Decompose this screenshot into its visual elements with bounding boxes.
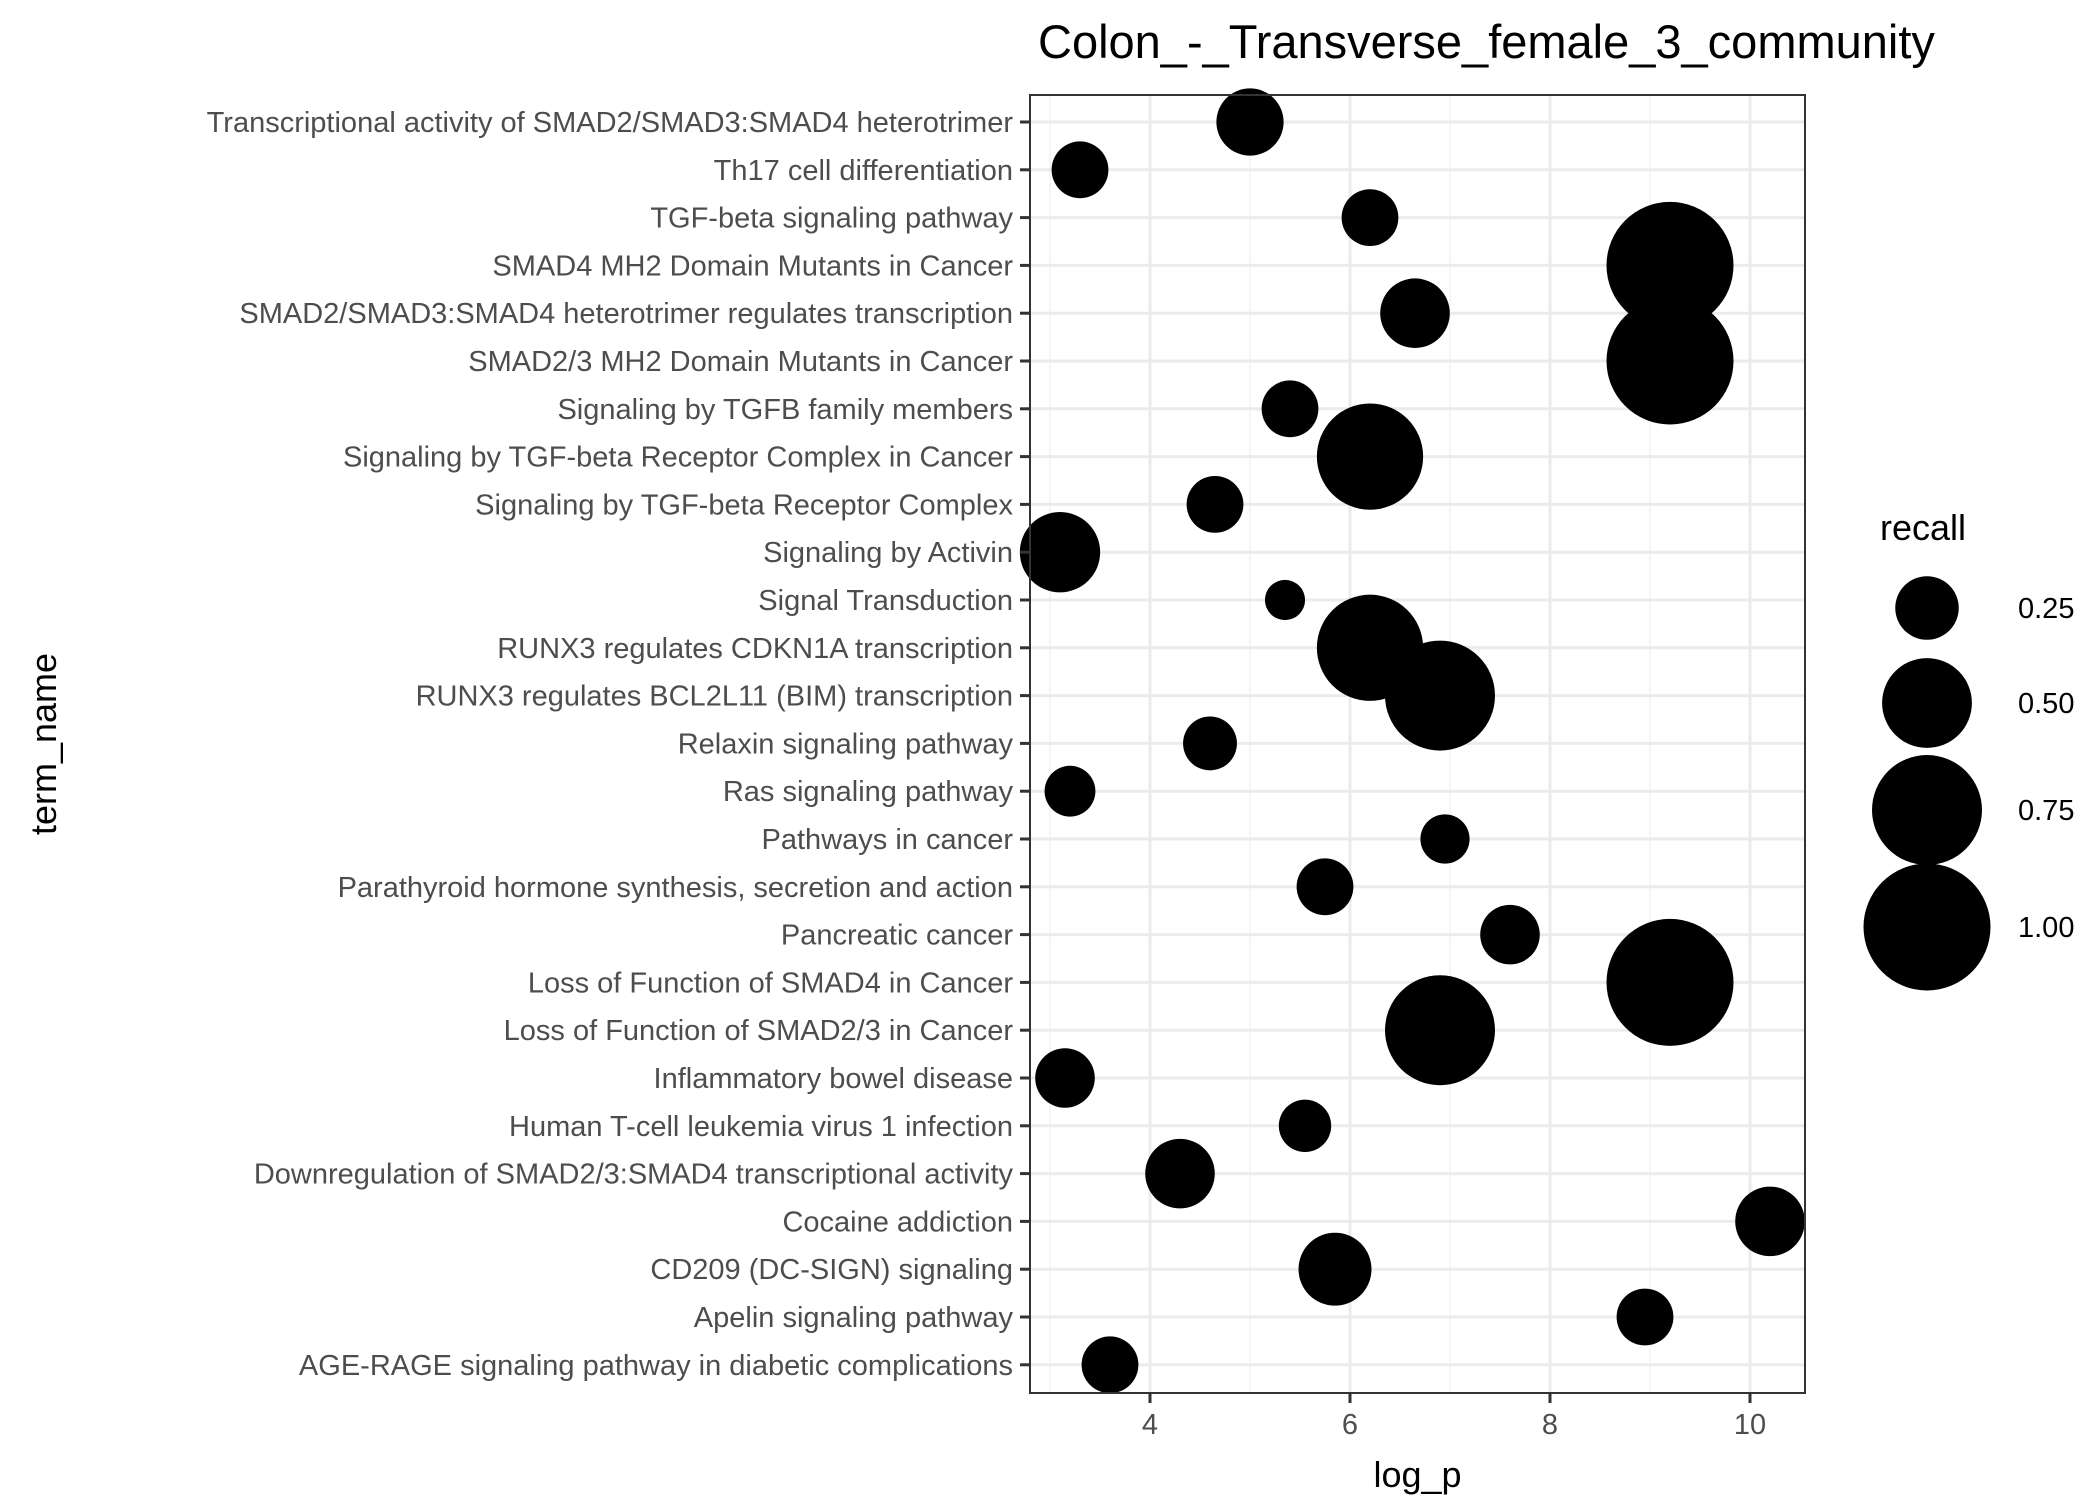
y-tick-label: Transcriptional activity of SMAD2/SMAD3:… bbox=[207, 107, 1014, 139]
data-point bbox=[1316, 403, 1424, 510]
axis-layer: Transcriptional activity of SMAD2/SMAD3:… bbox=[207, 107, 1766, 1441]
data-point bbox=[1385, 975, 1495, 1086]
y-tick-label: Signaling by TGF-beta Receptor Complex i… bbox=[343, 442, 1013, 474]
data-point bbox=[1216, 88, 1284, 156]
data-point bbox=[1145, 1138, 1215, 1209]
data-point bbox=[1051, 141, 1109, 199]
data-point bbox=[1278, 1099, 1332, 1152]
data-point bbox=[1035, 1048, 1095, 1108]
legend-key-circle bbox=[1863, 863, 1991, 991]
legend-key-label: 0.75 bbox=[2018, 795, 2074, 827]
y-tick-label: Inflammatory bowel disease bbox=[654, 1063, 1013, 1095]
y-tick-label: SMAD2/3 MH2 Domain Mutants in Cancer bbox=[468, 346, 1013, 378]
y-tick-label: Human T-cell leukemia virus 1 infection bbox=[509, 1111, 1013, 1143]
data-point bbox=[1264, 579, 1306, 621]
y-tick-label: Ras signaling pathway bbox=[723, 776, 1014, 808]
y-tick-label: Signaling by TGFB family members bbox=[557, 394, 1013, 426]
data-point bbox=[1735, 1186, 1805, 1257]
data-point bbox=[1385, 640, 1495, 751]
legend: recall 0.25 0.50 0.75 1.00 bbox=[1863, 507, 2074, 991]
x-tick-label: 4 bbox=[1142, 1409, 1158, 1441]
legend-key-label: 0.25 bbox=[2018, 593, 2074, 625]
y-tick-label: Pancreatic cancer bbox=[781, 920, 1013, 952]
x-tick-label: 10 bbox=[1734, 1409, 1766, 1441]
y-tick-label: RUNX3 regulates BCL2L11 (BIM) transcript… bbox=[416, 681, 1013, 713]
y-tick-label: SMAD4 MH2 Domain Mutants in Cancer bbox=[492, 250, 1013, 282]
data-point bbox=[1019, 512, 1101, 593]
y-tick-label: Signal Transduction bbox=[758, 585, 1013, 617]
x-axis-title: log_p bbox=[1373, 1454, 1461, 1495]
x-tick-label: 6 bbox=[1342, 1409, 1358, 1441]
y-tick-label: SMAD2/SMAD3:SMAD4 heterotrimer regulates… bbox=[239, 298, 1013, 330]
data-point bbox=[1186, 476, 1244, 533]
y-tick-label: CD209 (DC-SIGN) signaling bbox=[650, 1254, 1013, 1286]
y-tick-label: Relaxin signaling pathway bbox=[678, 728, 1014, 760]
data-point bbox=[1044, 765, 1096, 817]
data-point bbox=[1420, 814, 1470, 864]
data-point bbox=[1298, 1232, 1372, 1306]
legend-key-label: 1.00 bbox=[2018, 912, 2074, 944]
legend-key-circle bbox=[1882, 658, 1972, 748]
y-tick-label: Apelin signaling pathway bbox=[694, 1302, 1014, 1334]
data-point bbox=[1296, 858, 1354, 916]
y-tick-label: Signaling by Activin bbox=[763, 537, 1013, 569]
y-tick-label: Loss of Function of SMAD2/3 in Cancer bbox=[504, 1015, 1014, 1047]
data-point bbox=[1341, 189, 1399, 246]
y-tick-label: Parathyroid hormone synthesis, secretion… bbox=[338, 872, 1013, 904]
chart-title: Colon_-_Transverse_female_3_community bbox=[1038, 15, 1935, 68]
points-layer bbox=[1019, 88, 1805, 1394]
legend-key-label: 0.50 bbox=[2018, 688, 2074, 720]
y-tick-label: Loss of Function of SMAD4 in Cancer bbox=[528, 967, 1014, 999]
data-point bbox=[1380, 278, 1450, 348]
y-tick-label: Th17 cell differentiation bbox=[714, 155, 1013, 187]
data-point bbox=[1261, 380, 1319, 438]
legend-key-circle bbox=[1895, 576, 1959, 640]
y-tick-label: RUNX3 regulates CDKN1A transcription bbox=[497, 633, 1013, 665]
data-point bbox=[1606, 918, 1734, 1046]
y-tick-label: Cocaine addiction bbox=[782, 1206, 1013, 1238]
data-point bbox=[1081, 1336, 1139, 1394]
legend-title: recall bbox=[1880, 507, 1966, 548]
data-point bbox=[1480, 904, 1540, 965]
data-point bbox=[1183, 716, 1237, 771]
data-point bbox=[1606, 201, 1734, 329]
y-tick-label: Downregulation of SMAD2/3:SMAD4 transcri… bbox=[254, 1159, 1014, 1191]
y-tick-label: Signaling by TGF-beta Receptor Complex bbox=[475, 489, 1013, 521]
data-point bbox=[1616, 1288, 1674, 1346]
y-axis-title: term_name bbox=[23, 653, 64, 835]
data-point bbox=[1606, 297, 1734, 425]
y-tick-label: Pathways in cancer bbox=[762, 824, 1014, 856]
legend-key-circle bbox=[1872, 755, 1982, 865]
x-tick-label: 8 bbox=[1542, 1409, 1558, 1441]
y-tick-label: AGE-RAGE signaling pathway in diabetic c… bbox=[299, 1350, 1013, 1382]
y-tick-label: TGF-beta signaling pathway bbox=[650, 203, 1013, 235]
